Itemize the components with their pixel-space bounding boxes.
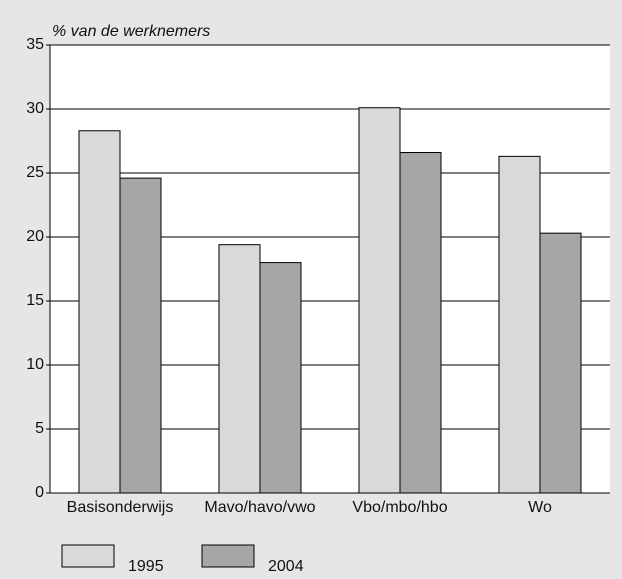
y-tick-label: 5 <box>35 420 44 437</box>
y-tick-label: 35 <box>26 36 44 53</box>
x-tick-label: Vbo/mbo/hbo <box>352 499 447 516</box>
bar <box>218 244 261 494</box>
bar <box>358 107 401 494</box>
bar <box>498 155 541 494</box>
legend-label: 1995 <box>128 558 164 575</box>
y-tick-label: 25 <box>26 164 44 181</box>
legend-swatch <box>61 544 115 568</box>
x-tick-label: Wo <box>528 499 552 516</box>
bar <box>78 130 121 494</box>
x-tick-label: Mavo/havo/vwo <box>204 499 315 516</box>
legend-label: 2004 <box>268 558 304 575</box>
y-tick-label: 10 <box>26 356 44 373</box>
bar <box>119 177 162 494</box>
y-tick-label: 0 <box>35 484 44 501</box>
y-tick-label: 30 <box>26 100 44 117</box>
legend-swatch <box>201 544 255 568</box>
y-tick-label: 15 <box>26 292 44 309</box>
bar <box>539 232 582 494</box>
x-tick-label: Basisonderwijs <box>67 499 174 516</box>
y-tick-label: 20 <box>26 228 44 245</box>
bar <box>399 152 442 494</box>
chart-title: % van de werknemers <box>52 23 210 40</box>
bar <box>259 262 302 494</box>
